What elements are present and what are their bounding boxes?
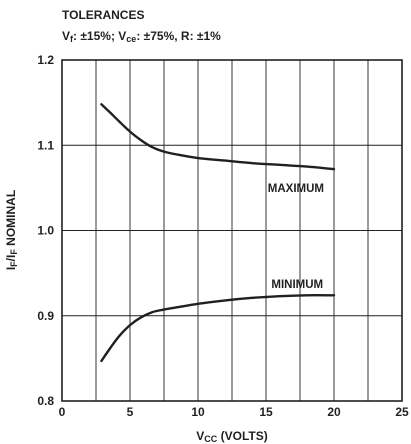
axis-ticks: 0 5 10 15 20 25 0.8 0.9 1.0 1.1 1.2	[37, 53, 409, 419]
y-tick-label-0: 0.8	[37, 394, 54, 408]
x-axis-label: VCC (VOLTS)	[196, 429, 267, 444]
subtitle-vce-label: V	[118, 29, 126, 43]
subtitle-vce-sub: ce	[126, 34, 136, 44]
y-tick-label-4: 1.2	[37, 53, 54, 67]
x-tick-label-0: 0	[59, 405, 66, 419]
chart-title: TOLERANCES	[62, 8, 144, 22]
y-axis-label-a: I	[4, 267, 18, 270]
annotation-maximum: MAXIMUM	[268, 183, 324, 195]
plot-frame	[61, 59, 403, 402]
x-tick-label-4: 20	[327, 405, 341, 419]
y-tick-label-3: 1.1	[37, 138, 54, 152]
annotations: MAXIMUM MINIMUM	[268, 183, 324, 291]
series-line-maximum	[100, 103, 336, 171]
y-axis-label-rest: NOMINAL	[4, 190, 18, 249]
subtitle-vf-sub: f	[70, 34, 74, 44]
y-tick-label-1: 0.9	[37, 309, 54, 323]
annotation-minimum: MINIMUM	[271, 279, 323, 291]
x-axis-label-main: V	[196, 429, 204, 443]
x-tick-label-1: 5	[127, 405, 134, 419]
chart-subtitle: Vf: ±15%; Vce: ±75%, R: ±1%	[62, 29, 221, 44]
x-tick-label-2: 10	[191, 405, 205, 419]
y-tick-label-2: 1.0	[37, 224, 54, 238]
y-axis-label: IF/IF NOMINAL	[4, 190, 19, 270]
y-axis-label-a-sub: F	[9, 261, 19, 267]
subtitle-vf-value: : ±15%;	[73, 29, 118, 43]
y-axis-label-b-sub: F	[9, 249, 19, 255]
x-axis-label-sub: CC	[204, 434, 217, 444]
x-tick-label-5: 25	[395, 405, 409, 419]
y-axis-label-mid: /I	[4, 255, 18, 262]
subtitle-vf-label: V	[62, 29, 70, 43]
x-axis-label-rest: (VOLTS)	[217, 429, 267, 443]
grid	[62, 60, 402, 401]
series-lines	[100, 103, 336, 363]
series-line-minimum	[100, 294, 336, 363]
subtitle-vce-value: : ±75%, R: ±1%	[136, 29, 221, 43]
x-tick-label-3: 15	[259, 405, 273, 419]
